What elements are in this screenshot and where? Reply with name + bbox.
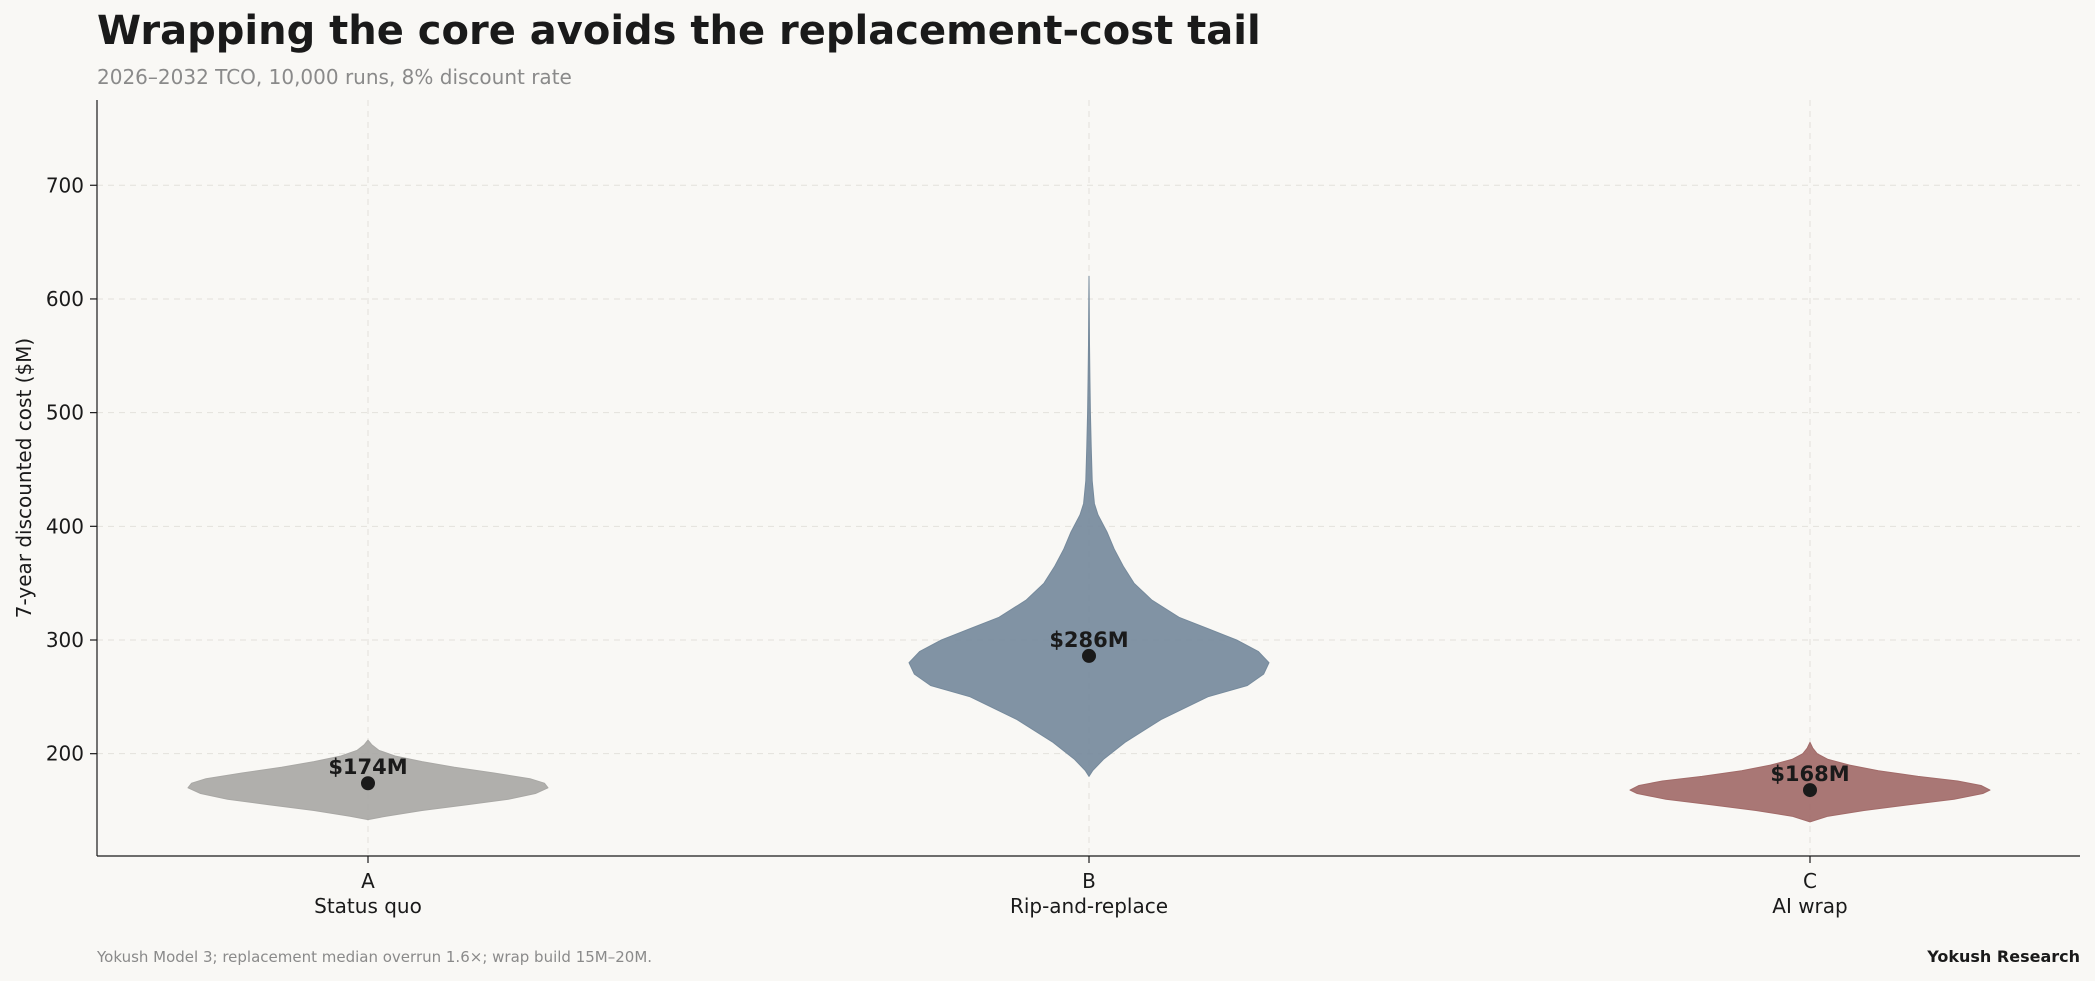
median-label-C: $168M	[1770, 762, 1849, 786]
y-ticks: 200 300 400 500 600 700	[46, 173, 97, 766]
y-tick-label: 700	[46, 173, 84, 197]
credit: Yokush Research	[1926, 947, 2080, 966]
x-tick-label: B	[1082, 869, 1096, 893]
median-point-B	[1082, 648, 1096, 663]
violins	[187, 275, 1991, 823]
x-tick-sublabel: Rip-and-replace	[1010, 894, 1168, 918]
y-tick-label: 400	[46, 514, 84, 538]
x-tick-label: C	[1803, 869, 1817, 893]
chart-subtitle: 2026–2032 TCO, 10,000 runs, 8% discount …	[97, 65, 572, 89]
y-axis-label: 7-year discounted cost ($M)	[12, 338, 36, 618]
y-tick-label: 600	[46, 287, 84, 311]
footnote: Yokush Model 3; replacement median overr…	[96, 948, 652, 966]
y-tick-label: 500	[46, 401, 84, 425]
x-tick-label: A	[361, 869, 375, 893]
median-markers: $174M $286M $168M	[328, 628, 1850, 798]
chart-title: Wrapping the core avoids the replacement…	[97, 8, 1261, 54]
y-tick-label: 300	[46, 628, 84, 652]
median-label-B: $286M	[1049, 628, 1128, 652]
x-tick-sublabel: AI wrap	[1772, 894, 1847, 918]
y-tick-label: 200	[46, 742, 84, 766]
median-point-A	[361, 776, 375, 791]
x-tick-sublabel: Status quo	[314, 894, 422, 918]
median-label-A: $174M	[328, 755, 407, 779]
median-point-C	[1803, 783, 1817, 798]
violin-C	[1629, 741, 1991, 823]
violin-B	[908, 275, 1270, 777]
